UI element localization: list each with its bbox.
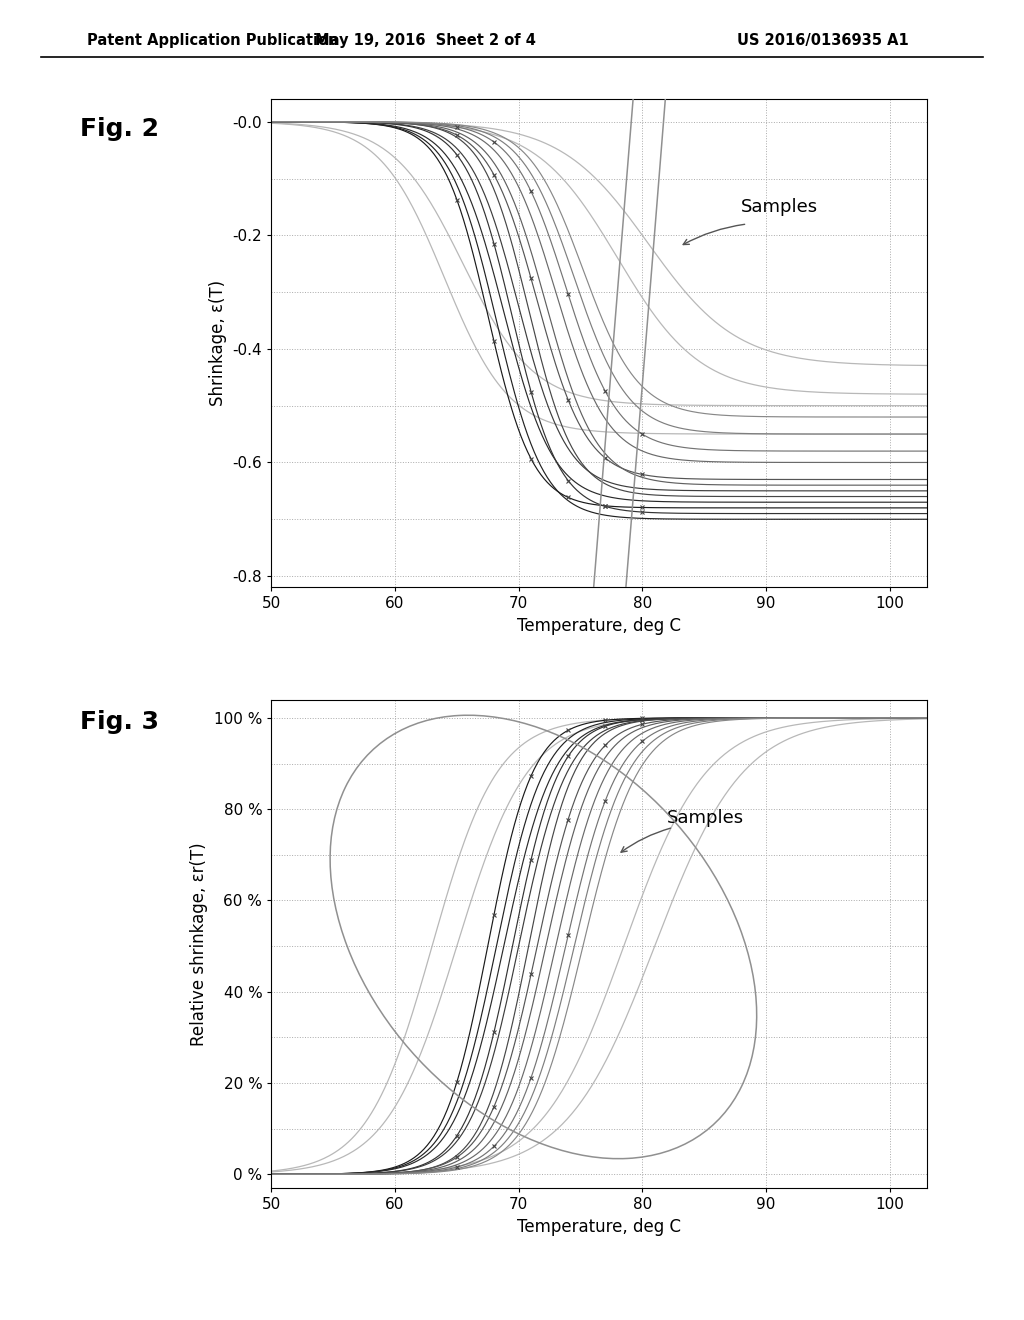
Text: Patent Application Publication: Patent Application Publication [87, 33, 339, 48]
Y-axis label: Relative shrinkage, εr(T): Relative shrinkage, εr(T) [190, 842, 209, 1045]
X-axis label: Temperature, deg C: Temperature, deg C [517, 1217, 681, 1236]
X-axis label: Temperature, deg C: Temperature, deg C [517, 616, 681, 635]
Y-axis label: Shrinkage, ε(T): Shrinkage, ε(T) [209, 280, 227, 407]
Text: May 19, 2016  Sheet 2 of 4: May 19, 2016 Sheet 2 of 4 [314, 33, 536, 48]
Text: US 2016/0136935 A1: US 2016/0136935 A1 [737, 33, 909, 48]
Text: Fig. 2: Fig. 2 [80, 117, 159, 141]
Text: Samples: Samples [667, 809, 744, 828]
Text: Fig. 3: Fig. 3 [80, 710, 159, 734]
Text: Samples: Samples [741, 198, 818, 216]
